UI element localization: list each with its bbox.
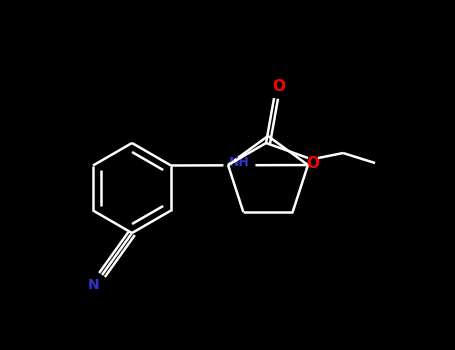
Text: O: O <box>273 78 286 93</box>
Text: NH: NH <box>229 156 250 169</box>
Text: O: O <box>307 155 319 170</box>
Text: N: N <box>88 278 100 292</box>
